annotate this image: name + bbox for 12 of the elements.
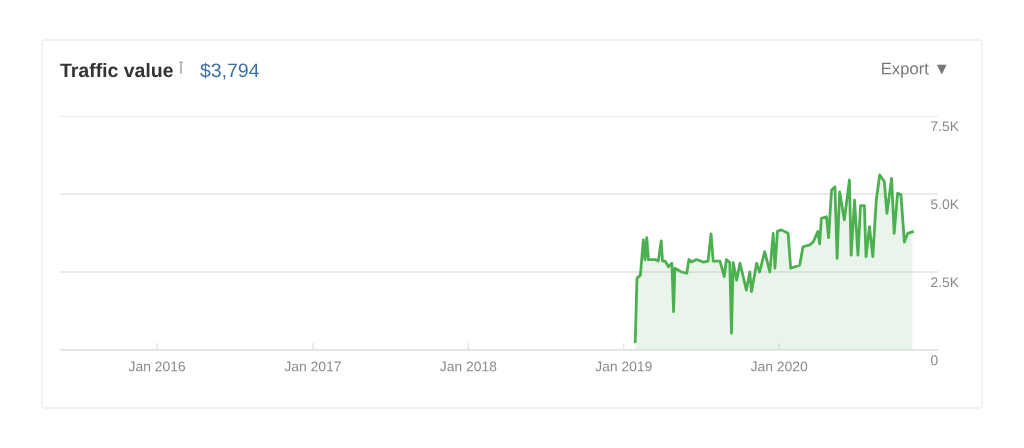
chart-title: Traffic value: [60, 62, 173, 78]
x-tick-label: Jan 2018: [439, 361, 497, 372]
x-tick-label: Jan 2017: [284, 361, 341, 372]
text: Export ▼: [882, 62, 947, 78]
chart-subtitle: $3,794: [200, 62, 259, 80]
y-tick-label: 5.0K: [931, 199, 959, 210]
y-tick-label: 0: [930, 355, 938, 366]
x-tick-label: Jan 2020: [750, 361, 808, 372]
x-tick-label: Jan 2016: [128, 361, 186, 372]
y-tick-label: 2.5K: [931, 277, 959, 288]
x-tick-label: Jan 2019: [595, 361, 652, 372]
y-tick-label: 7.5K: [931, 121, 959, 132]
